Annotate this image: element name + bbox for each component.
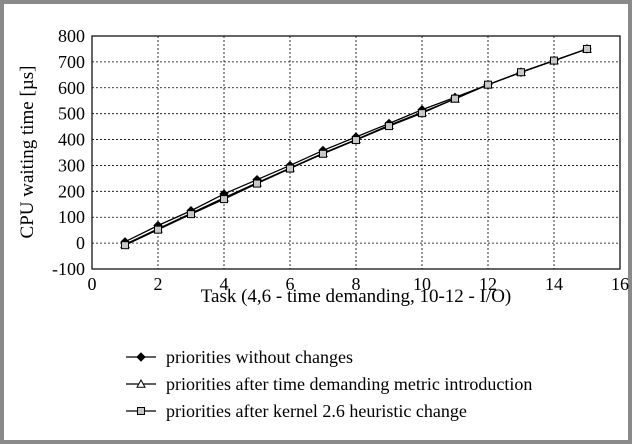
x-tick-label: 0 <box>88 274 97 294</box>
legend-marker-diamond <box>136 352 146 362</box>
y-tick-label: 300 <box>58 155 85 175</box>
x-tick-label: 12 <box>479 274 497 294</box>
gridlines <box>92 36 620 269</box>
y-tick-label: 700 <box>58 52 85 72</box>
y-tick-label: 200 <box>58 181 85 201</box>
y-tick-labels: -100 0 100 200 300 400 500 600 700 800 <box>52 26 85 279</box>
y-tick-label: 100 <box>58 207 85 227</box>
y-tick-label: 500 <box>58 104 85 124</box>
legend-label: priorities without changes <box>166 347 353 367</box>
legend: priorities without changes priorities aft… <box>126 347 532 421</box>
data-point-square <box>187 210 195 219</box>
data-point-square <box>385 122 393 131</box>
data-point-square <box>319 149 327 158</box>
data-point-square <box>517 68 525 77</box>
data-point-square <box>352 136 360 145</box>
data-point-square <box>220 195 228 204</box>
y-tick-label: 0 <box>76 233 85 253</box>
x-tick-label: 14 <box>545 274 563 294</box>
data-point-square <box>484 80 492 89</box>
data-point-square <box>154 225 162 234</box>
y-axis-label: CPU waiting time [µs] <box>17 66 38 239</box>
y-tick-label: 800 <box>58 26 85 46</box>
x-tick-label: 8 <box>352 274 361 294</box>
legend-label: priorities after time demanding metric i… <box>166 374 532 394</box>
y-tick-label: 400 <box>58 130 85 150</box>
legend-label: priorities after kernel 2.6 heuristic ch… <box>166 401 467 421</box>
x-axis-label: Task (4,6 - time demanding, 10-12 - I/O) <box>201 286 512 307</box>
x-tick-label: 16 <box>611 274 629 294</box>
x-tick-label: 2 <box>154 274 163 294</box>
y-tick-label: 600 <box>58 78 85 98</box>
data-point-square <box>253 179 261 188</box>
x-tick-label: 10 <box>413 274 431 294</box>
series-markers <box>120 43 592 250</box>
x-tick-labels: 0 2 4 6 8 10 12 14 16 <box>88 274 630 294</box>
data-point-square <box>550 56 558 65</box>
x-tick-label: 4 <box>220 274 229 294</box>
x-tick-label: 6 <box>286 274 295 294</box>
data-point-square <box>121 241 129 250</box>
data-point-square <box>418 109 426 118</box>
legend-marker-square <box>137 407 145 415</box>
data-point-square <box>286 164 294 173</box>
data-point-square <box>451 94 459 103</box>
y-tick-label: -100 <box>52 259 85 279</box>
legend-marker-triangle <box>136 378 146 388</box>
data-point-square <box>583 44 591 53</box>
